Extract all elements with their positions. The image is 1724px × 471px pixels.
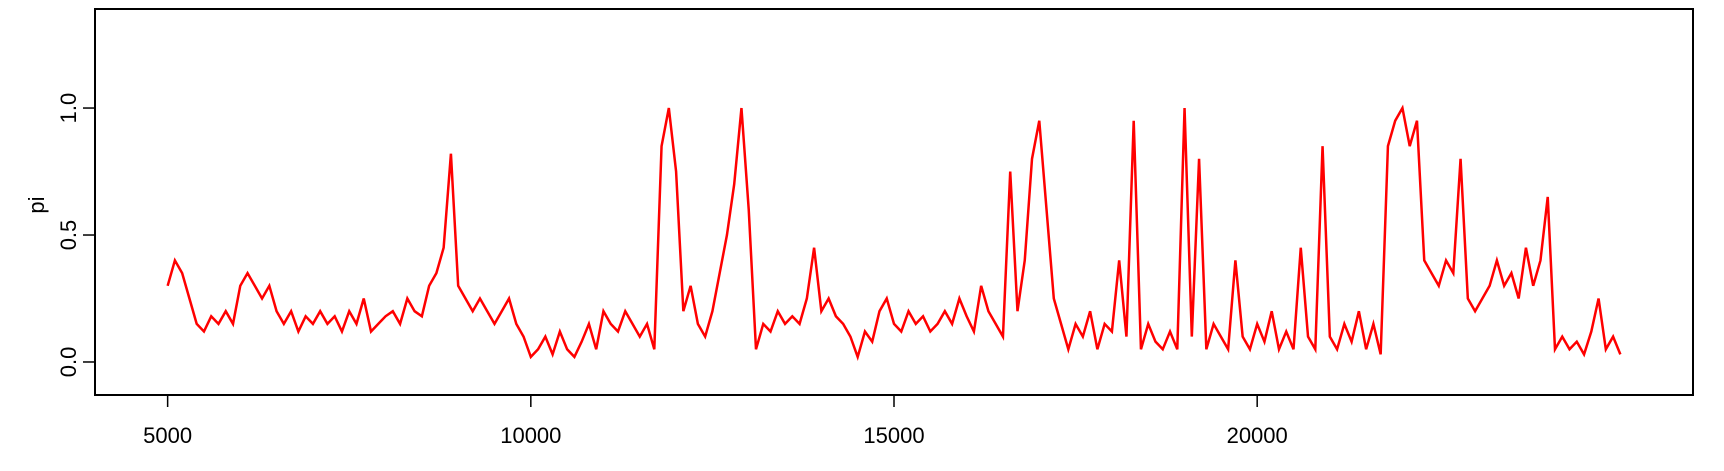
x-tick-label: 10000 (500, 423, 561, 448)
x-tick-label: 5000 (143, 423, 192, 448)
x-tick-label: 15000 (863, 423, 924, 448)
plot-frame (94, 8, 1694, 396)
data-line (166, 104, 1622, 361)
y-tick-label: 0.5 (56, 220, 81, 251)
x-tick-label: 20000 (1227, 423, 1288, 448)
y-tick-label: 0.0 (56, 347, 81, 378)
y-axis-label: pi (24, 196, 49, 213)
y-tick-label: 1.0 (56, 93, 81, 124)
